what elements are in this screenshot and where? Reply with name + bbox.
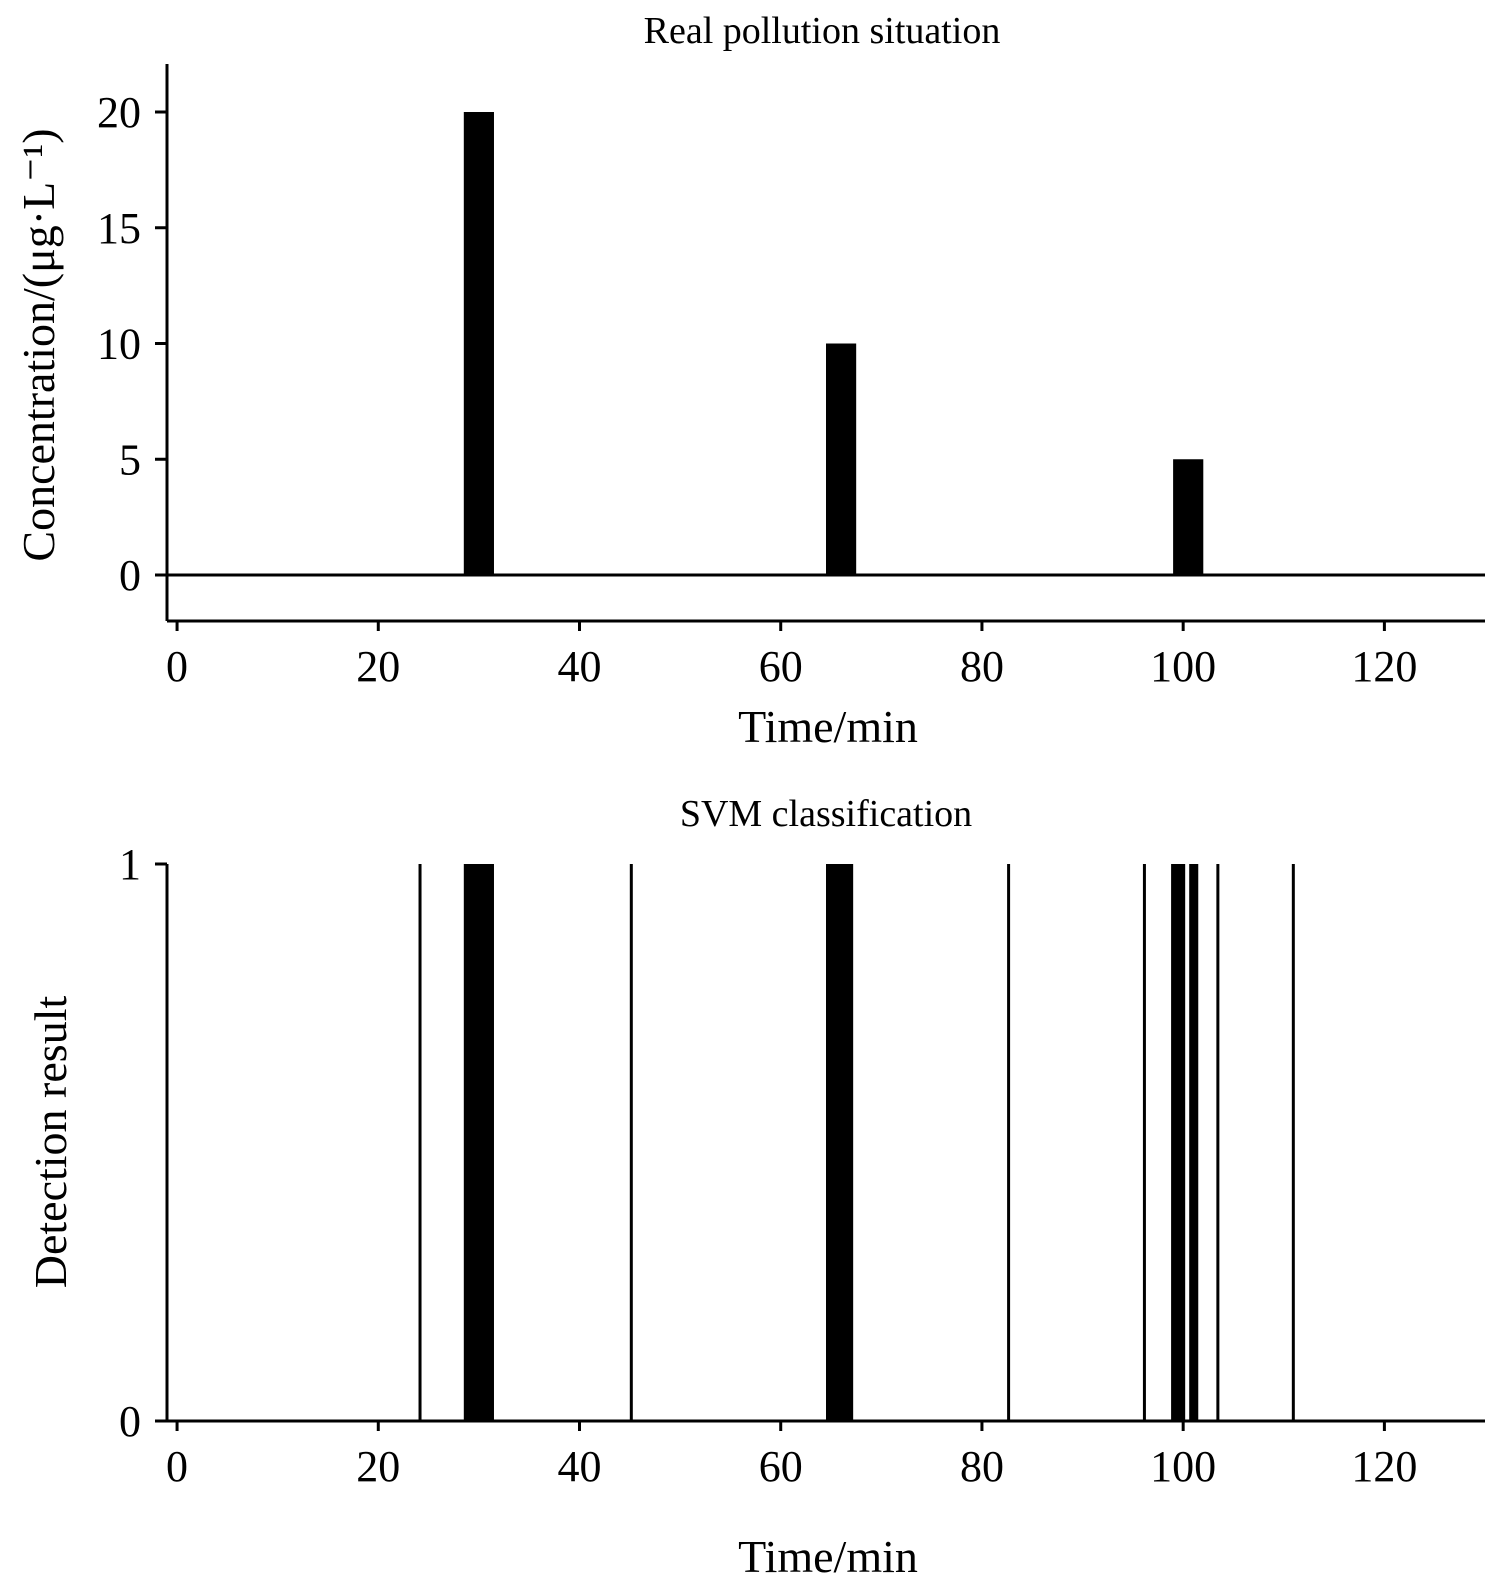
y-axis-label: Detection result bbox=[25, 996, 76, 1289]
detection-bar bbox=[463, 864, 494, 1421]
x-axis-label: Time/min bbox=[738, 1531, 918, 1577]
x-tick-label: 120 bbox=[1351, 1442, 1417, 1491]
y-tick-label: 0 bbox=[119, 551, 141, 600]
y-tick-label: 20 bbox=[97, 88, 141, 137]
x-tick-label: 0 bbox=[166, 642, 188, 691]
bar bbox=[826, 343, 857, 575]
x-tick-label: 100 bbox=[1150, 1442, 1216, 1491]
chart-panel-svm-classification: SVM classification 0 20 40 60 80 100 120 01 Ti… bbox=[25, 793, 1485, 1577]
y-tick-label: 0 bbox=[119, 1397, 141, 1446]
detection-bar bbox=[629, 864, 633, 1421]
bar bbox=[463, 112, 494, 575]
y-tick-label: 10 bbox=[97, 320, 141, 369]
chart-title: Real pollution situation bbox=[644, 10, 1001, 52]
detection-bar bbox=[418, 864, 422, 1421]
x-axis-label: Time/min bbox=[738, 701, 918, 752]
x-tick-label: 80 bbox=[960, 642, 1004, 691]
x-tick-label: 120 bbox=[1351, 642, 1417, 691]
detection-bar bbox=[1171, 864, 1186, 1421]
detection-bar bbox=[826, 864, 854, 1421]
x-tick-label: 20 bbox=[356, 1442, 400, 1491]
y-tick-label: 15 bbox=[97, 204, 141, 253]
detection-series bbox=[418, 864, 1295, 1421]
detection-bar bbox=[1189, 864, 1199, 1421]
bar bbox=[1173, 459, 1204, 575]
x-tick-label: 80 bbox=[960, 1442, 1004, 1491]
y-axis-ticks: 01 bbox=[119, 840, 167, 1446]
bar-series bbox=[167, 112, 1485, 577]
x-axis-ticks: 0 20 40 60 80 100 120 bbox=[166, 1421, 1417, 1491]
x-tick-label: 0 bbox=[166, 1442, 188, 1491]
x-tick-label: 60 bbox=[759, 1442, 803, 1491]
axes bbox=[165, 864, 1485, 1423]
y-axis-label: Concentration/(μg·L⁻¹) bbox=[13, 128, 64, 561]
detection-bar bbox=[1142, 864, 1146, 1421]
x-tick-label: 60 bbox=[759, 642, 803, 691]
x-tick-label: 100 bbox=[1150, 642, 1216, 691]
detection-bar bbox=[1007, 864, 1011, 1421]
y-tick-label: 1 bbox=[119, 840, 141, 889]
detection-bar bbox=[1291, 864, 1295, 1421]
x-tick-label: 40 bbox=[558, 1442, 602, 1491]
chart-panel-real-pollution: Real pollution situation 0 20 40 60 80 100 120… bbox=[13, 10, 1485, 752]
x-tick-label: 40 bbox=[558, 642, 602, 691]
chart-title: SVM classification bbox=[680, 793, 972, 835]
x-tick-label: 20 bbox=[356, 642, 400, 691]
x-axis-ticks: 0 20 40 60 80 100 120 bbox=[166, 621, 1417, 691]
detection-bar bbox=[1216, 864, 1220, 1421]
y-axis-ticks: 0 5 10 15 20 bbox=[97, 88, 167, 600]
y-tick-label: 5 bbox=[119, 435, 141, 484]
